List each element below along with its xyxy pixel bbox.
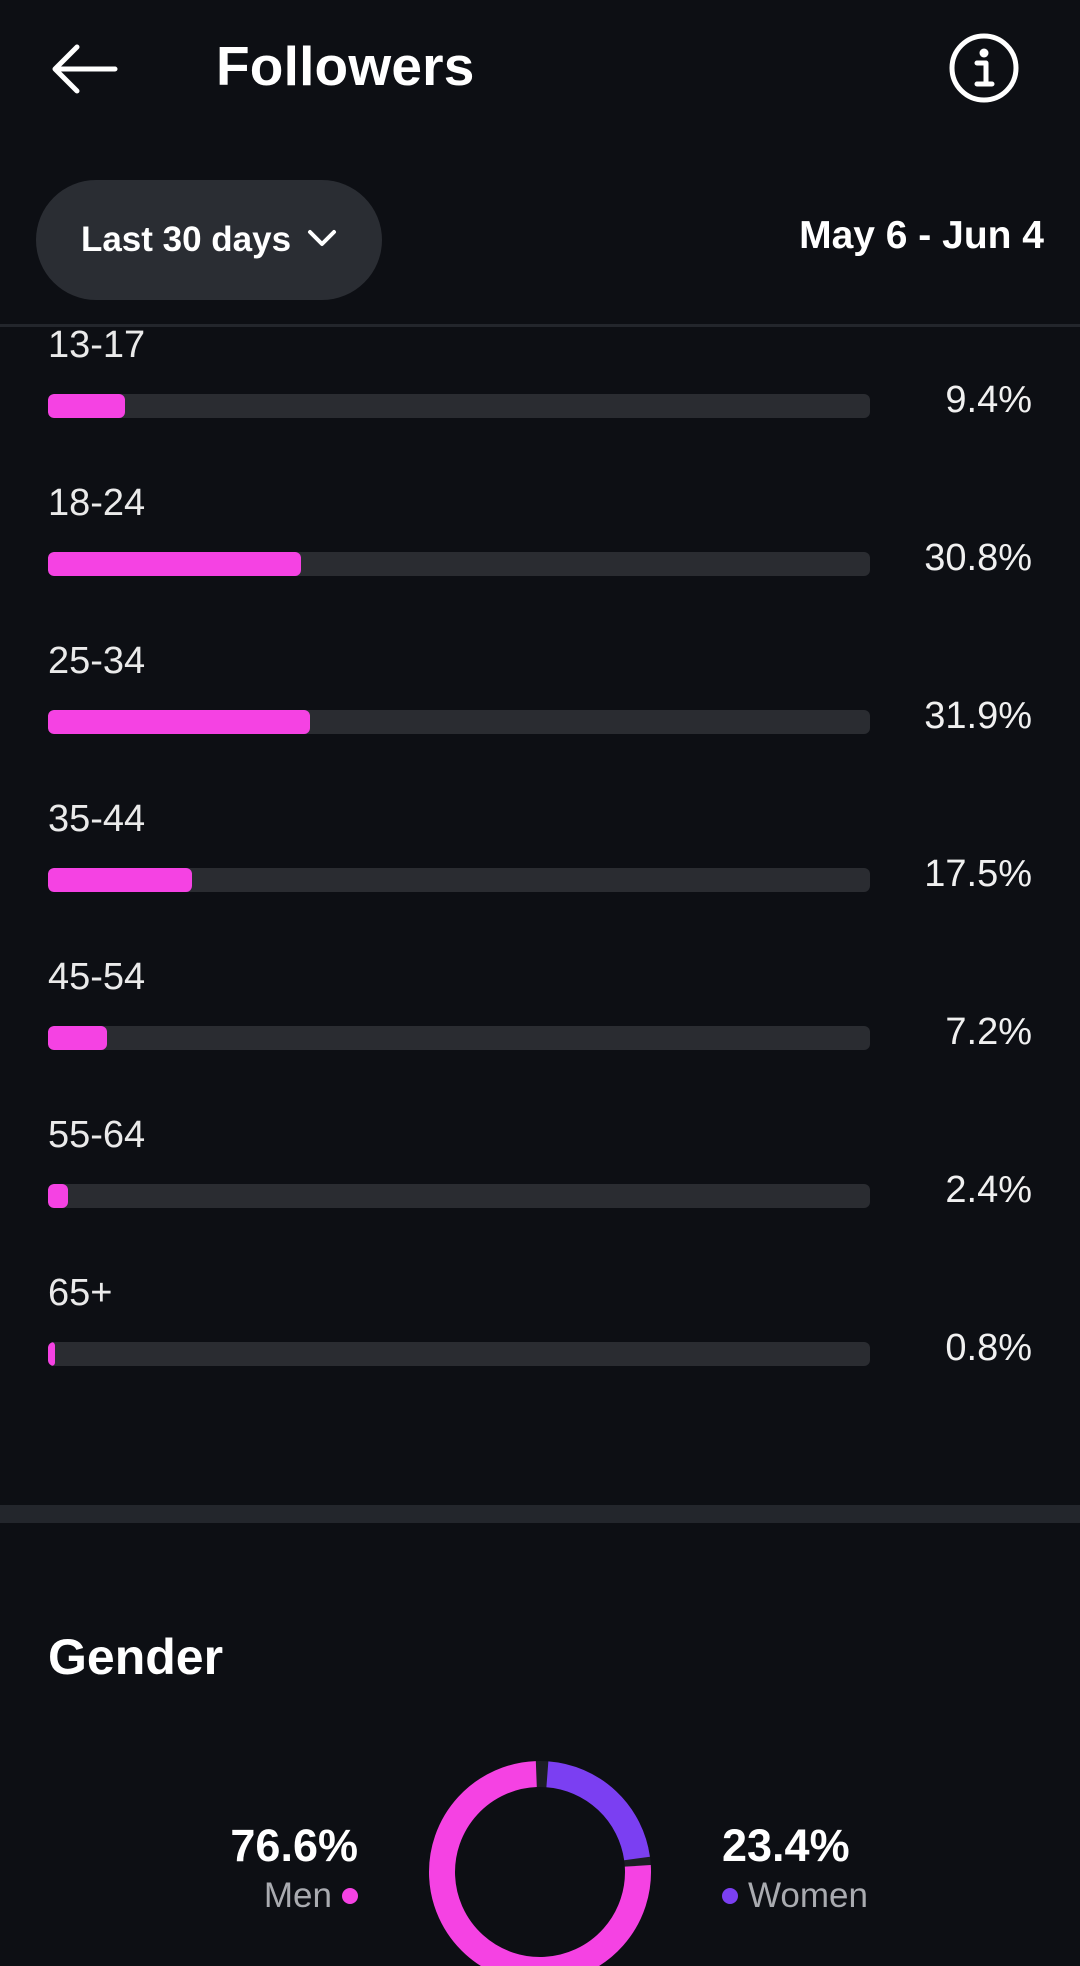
age-row: 25-34 31.9% <box>0 640 1080 780</box>
age-row: 45-54 7.2% <box>0 956 1080 1096</box>
date-range-text: May 6 - Jun 4 <box>799 214 1044 257</box>
men-legend-label: Men <box>263 1876 332 1915</box>
age-bar-track <box>48 1184 870 1208</box>
info-circle-icon <box>948 32 1020 109</box>
men-legend: Men <box>230 1876 358 1916</box>
age-bar-fill <box>48 552 302 576</box>
women-legend: Women <box>722 1876 868 1916</box>
women-stat: 23.4% Women <box>722 1820 868 1916</box>
age-range-label: 65+ <box>48 1272 113 1314</box>
age-bar-track <box>48 1342 870 1366</box>
age-percentage: 0.8% <box>945 1327 1032 1369</box>
men-percentage: 76.6% <box>230 1820 358 1871</box>
women-legend-dot <box>722 1888 738 1904</box>
age-bar-fill <box>48 1026 108 1050</box>
age-range-label: 45-54 <box>48 956 146 998</box>
age-range-label: 18-24 <box>48 482 146 524</box>
age-bar-fill <box>48 868 192 892</box>
women-legend-label: Women <box>748 1876 868 1915</box>
age-range-label: 35-44 <box>48 798 146 840</box>
men-arc <box>429 1761 651 1966</box>
page-title: Followers <box>216 35 475 97</box>
age-bar-track <box>48 1026 870 1050</box>
age-bar-track <box>48 710 870 734</box>
info-button[interactable] <box>946 32 1022 108</box>
age-bar-fill <box>48 1184 68 1208</box>
divider <box>0 324 1080 327</box>
age-percentage: 2.4% <box>945 1169 1032 1211</box>
age-row: 55-64 2.4% <box>0 1114 1080 1254</box>
section-divider <box>0 1505 1080 1523</box>
age-percentage: 30.8% <box>924 537 1032 579</box>
age-row: 13-17 9.4% <box>0 324 1080 464</box>
age-bar-track <box>48 394 870 418</box>
date-range-dropdown[interactable]: Last 30 days <box>36 180 382 300</box>
gender-donut-chart <box>429 1761 651 1966</box>
women-percentage: 23.4% <box>722 1820 850 1871</box>
chevron-down-icon <box>307 228 337 253</box>
age-bar-track <box>48 868 870 892</box>
age-percentage: 17.5% <box>924 853 1032 895</box>
women-arc <box>546 1761 650 1861</box>
age-bar-track <box>48 552 870 576</box>
age-bar-fill <box>48 394 126 418</box>
men-legend-dot <box>342 1888 358 1904</box>
age-row: 18-24 30.8% <box>0 482 1080 622</box>
age-percentage: 7.2% <box>945 1011 1032 1053</box>
gender-section-title: Gender <box>48 1629 224 1685</box>
age-range-label: 25-34 <box>48 640 146 682</box>
age-range-label: 13-17 <box>48 324 146 366</box>
age-percentage: 31.9% <box>924 695 1032 737</box>
age-row: 35-44 17.5% <box>0 798 1080 938</box>
men-stat: 76.6% Men <box>230 1820 358 1916</box>
back-button[interactable] <box>46 36 122 106</box>
age-bar-fill <box>48 710 311 734</box>
age-row: 65+ 0.8% <box>0 1272 1080 1412</box>
date-range-dropdown-label: Last 30 days <box>80 220 292 259</box>
age-bar-fill <box>48 1342 55 1366</box>
age-range-label: 55-64 <box>48 1114 146 1156</box>
age-percentage: 9.4% <box>945 379 1032 421</box>
arrow-left-icon <box>49 44 119 99</box>
